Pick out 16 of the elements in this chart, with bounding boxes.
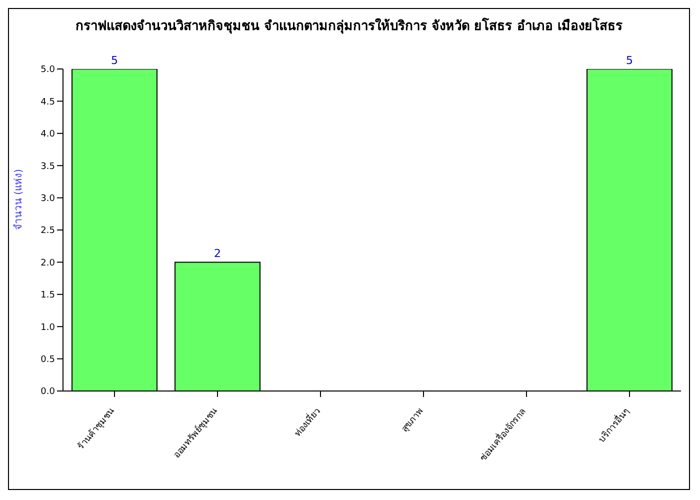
y-tick-label: 5.0 bbox=[40, 65, 56, 76]
y-tick-label: 3.0 bbox=[40, 194, 56, 204]
y-tick-label: 4.0 bbox=[40, 130, 56, 140]
y-tick-label: 0.5 bbox=[40, 354, 55, 365]
y-tick-label: 1.0 bbox=[40, 322, 56, 333]
y-tick-label: 4.5 bbox=[40, 97, 55, 108]
data-label: 5 bbox=[626, 54, 633, 67]
chart-title: กราฟแสดงจำนวนวิสาหกิจชุมชน จำแนกตามกลุ่มการให้บริการ จังหวัด ยโสธร อำเภอ เมืองยโสธร bbox=[74, 16, 624, 36]
y-tick-label: 2.0 bbox=[40, 258, 56, 268]
y-tick-label: 1.5 bbox=[40, 290, 55, 301]
y-tick-label: 3.5 bbox=[40, 162, 55, 172]
data-label: 5 bbox=[111, 54, 118, 67]
y-tick-label: 0.0 bbox=[40, 387, 56, 398]
data-label: 2 bbox=[214, 247, 221, 260]
y-tick-label: 2.5 bbox=[40, 226, 55, 236]
y-axis-title: จำนวน (แห่ง) bbox=[14, 168, 25, 230]
